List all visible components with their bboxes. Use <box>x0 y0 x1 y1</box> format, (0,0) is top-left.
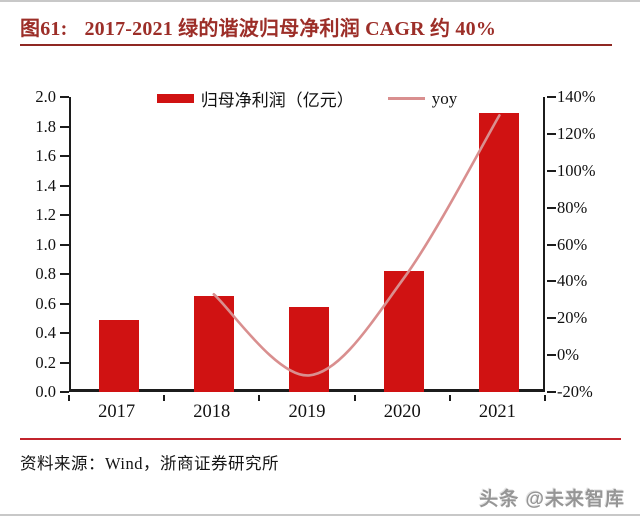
right-axis-tick <box>547 96 556 98</box>
figure-title: 2017-2021 绿的谐波归母净利润 CAGR 约 40% <box>84 18 497 40</box>
yoy-line-chart <box>212 114 501 377</box>
left-axis-tick <box>60 302 69 305</box>
legend-item-yoy: yoy <box>387 88 458 109</box>
right-axis-tick <box>547 169 556 172</box>
right-axis-tick <box>547 132 556 135</box>
left-axis-tick <box>60 125 69 128</box>
figure-number-label: 图61: <box>20 18 68 40</box>
x-axis-tick <box>544 395 546 401</box>
bar-2018 <box>193 296 234 392</box>
chart-legend: 归母净利润（亿元） yoy <box>69 86 545 111</box>
x-axis-tick <box>353 395 356 401</box>
watermark: 头条 @未来智库 <box>479 489 625 510</box>
left-axis-label-1.8: 1.8 <box>35 116 56 136</box>
right-axis-tick <box>547 391 556 393</box>
left-axis-label-1.0: 1.0 <box>35 234 56 254</box>
x-axis-tick <box>448 395 451 401</box>
screenshot-edge-bottom <box>0 514 640 516</box>
right-axis-label-100%: 100% <box>557 160 596 180</box>
left-axis-tick <box>60 155 69 157</box>
x-axis-label-2018: 2018 <box>193 402 231 422</box>
right-axis-tick <box>547 354 556 357</box>
plot-area <box>69 97 545 392</box>
title-underline <box>20 44 612 46</box>
right-axis-tick <box>547 280 556 283</box>
left-axis-label-0.0: 0.0 <box>35 382 56 401</box>
plot-canvas <box>71 97 547 392</box>
left-axis-tick <box>60 273 69 275</box>
x-axis-tick <box>258 395 261 401</box>
right-axis-label-40%: 40% <box>557 271 588 291</box>
yoy-line <box>212 114 501 377</box>
left-axis-tick <box>60 391 69 393</box>
legend-label-yoy: yoy <box>431 88 458 108</box>
left-axis-label-2.0: 2.0 <box>35 87 56 106</box>
left-axis-label-0.2: 0.2 <box>35 352 56 372</box>
x-axis-tick <box>68 395 70 401</box>
left-axis-tick <box>60 184 69 187</box>
bar-2017 <box>98 319 139 392</box>
left-axis-label-0.6: 0.6 <box>35 293 56 313</box>
source-note: 资料来源：Wind，浙商证券研究所 <box>20 454 279 473</box>
right-axis-label-0%: 0% <box>557 345 579 365</box>
left-axis-label-1.6: 1.6 <box>35 146 56 165</box>
line-series-swatch <box>387 97 425 100</box>
legend-item-net-profit: 归母净利润（亿元） <box>156 86 354 111</box>
left-axis-tick <box>60 96 69 98</box>
left-axis-label-1.4: 1.4 <box>35 175 56 195</box>
left-axis-tick <box>60 243 69 246</box>
left-axis-label-1.2: 1.2 <box>35 205 56 224</box>
right-axis-label-20%: 20% <box>557 308 588 328</box>
bar-2021 <box>479 113 520 392</box>
screenshot-edge-top <box>0 0 640 2</box>
left-axis-label-0.8: 0.8 <box>35 264 56 283</box>
bar-series-swatch <box>156 94 194 103</box>
bar-2020 <box>384 271 425 392</box>
right-axis-label-140%: 140% <box>557 87 596 106</box>
footer-divider <box>20 438 621 440</box>
x-axis-label-2019: 2019 <box>288 402 326 422</box>
x-axis-label-2021: 2021 <box>478 402 516 422</box>
left-axis-tick <box>60 361 69 364</box>
right-axis-label-80%: 80% <box>557 197 588 217</box>
left-axis-tick <box>60 214 69 216</box>
right-axis-tick <box>547 243 556 246</box>
right-axis-tick <box>547 317 556 320</box>
right-axis-tick <box>547 206 556 209</box>
left-axis-tick <box>60 332 69 334</box>
right-axis-label-120%: 120% <box>557 123 596 143</box>
left-axis-label-0.4: 0.4 <box>35 323 56 342</box>
right-axis-label-60%: 60% <box>557 234 588 254</box>
x-axis-tick <box>163 395 166 401</box>
x-axis-label-2020: 2020 <box>383 402 421 422</box>
bar-2019 <box>289 306 329 392</box>
figure-title-row: 图61: 2017-2021 绿的谐波归母净利润 CAGR 约 40% <box>20 12 620 41</box>
legend-label-net-profit: 归母净利润（亿元） <box>200 91 354 110</box>
right-axis-label--20%: -20% <box>557 382 593 401</box>
x-axis-label-2017: 2017 <box>98 402 136 422</box>
